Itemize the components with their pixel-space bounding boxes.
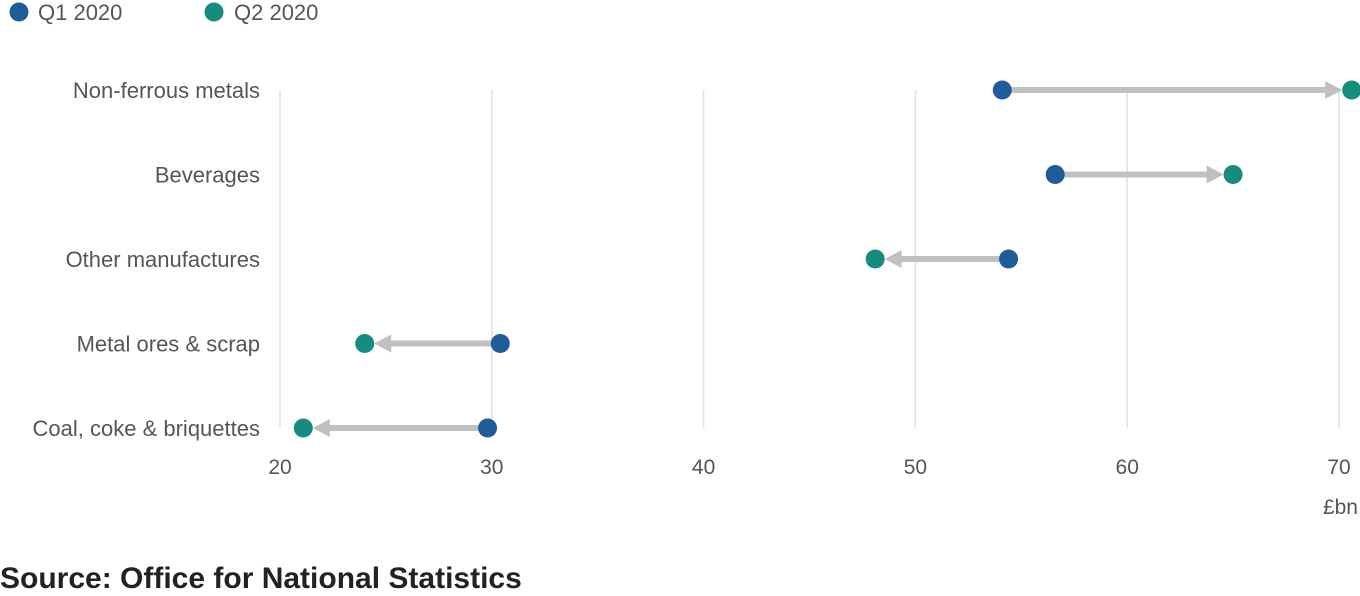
x-tick-label: 30 [480,456,503,479]
legend: Q1 2020 Q2 2020 [9,0,318,25]
change-arrow-head [374,334,392,353]
x-tick-label: 60 [1116,456,1139,479]
dumbbell-chart: Non-ferrous metals Beverages Other manufac… [9,0,1360,519]
category-label: Other manufactures [66,247,260,272]
q1-2020-point [478,418,498,438]
category-labels: Non-ferrous metals Beverages Other manufac… [33,78,260,441]
change-arrows [312,81,1343,437]
category-label: Non-ferrous metals [73,78,260,103]
q1-2020-point [1045,165,1065,184]
x-axis-unit-label: £bn [1323,496,1358,519]
legend-label: Q1 2020 [38,0,122,25]
x-tick-label: 20 [268,456,291,479]
x-tick-label: 50 [904,456,927,479]
legend-marker [204,2,224,22]
q2-2020-point [1223,165,1243,184]
data-points [293,80,1360,438]
source-note: Source: Office for National Statistics [0,562,522,595]
x-axis-ticks: 20 30 40 50 60 70 [268,456,1350,479]
q2-2020-point [293,418,313,438]
q1-2020-point [999,249,1019,269]
category-label: Coal, coke & briquettes [33,416,260,441]
legend-marker [9,2,29,22]
q2-2020-point [865,249,885,269]
category-label: Metal ores & scrap [77,332,260,357]
x-tick-label: 40 [692,456,715,479]
category-label: Beverages [155,163,260,188]
q2-2020-point [355,334,375,353]
legend-label: Q2 2020 [234,0,318,25]
change-arrow-head [884,250,902,268]
change-arrow-head [312,419,330,437]
change-arrow-head [1206,165,1224,184]
q1-2020-point [490,334,510,353]
q1-2020-point [992,80,1012,100]
q2-2020-point [1342,80,1360,100]
gridlines [279,90,1340,428]
change-arrow-head [1325,81,1343,99]
x-tick-label: 70 [1327,456,1350,479]
